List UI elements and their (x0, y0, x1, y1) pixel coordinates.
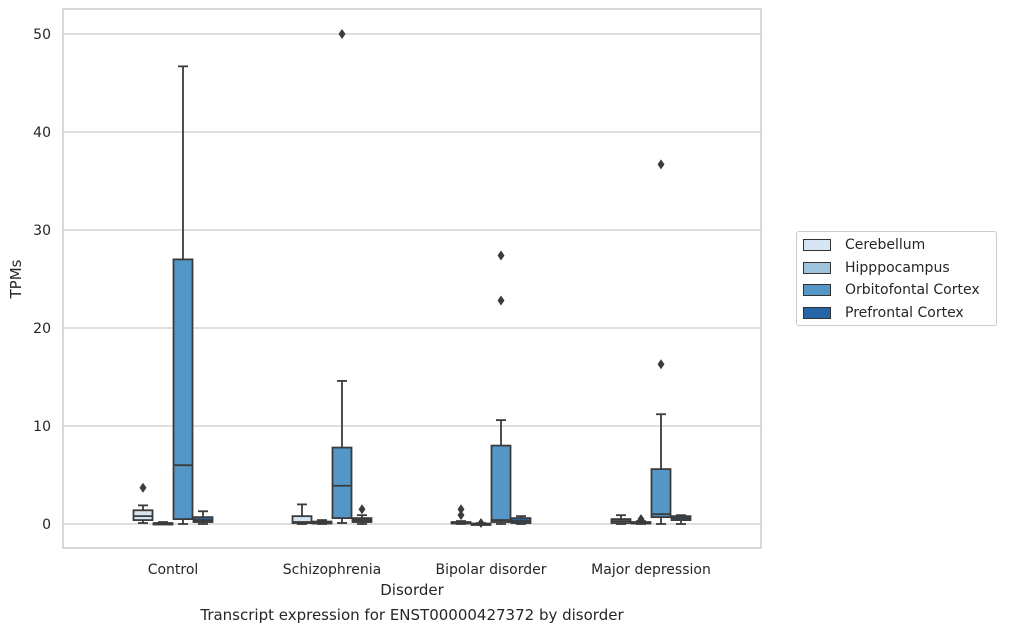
box-cerebellum-major-depression (610, 514, 632, 525)
y-tick-label: 40 (33, 125, 51, 141)
box-iqr (490, 444, 512, 523)
box-cerebellum-bipolar-disorder (450, 504, 472, 525)
gridlines (63, 33, 761, 525)
legend-label: Cerebellum (845, 237, 926, 253)
y-tick-label: 0 (42, 517, 51, 533)
box-orbitofontal-cortex-bipolar-disorder (490, 250, 512, 525)
box-hipppocampus-bipolar-disorder (470, 518, 492, 529)
outlier-point (338, 29, 346, 39)
outlier-point (497, 295, 505, 306)
box-iqr (650, 468, 672, 519)
x-axis-label: Disorder (380, 581, 444, 599)
box-layer (132, 29, 692, 529)
outlier-point (139, 482, 147, 493)
box-prefrontal-cortex-bipolar-disorder (510, 515, 532, 525)
outlier-point (457, 510, 465, 521)
x-tick-label: Bipolar disorder (435, 562, 546, 578)
y-axis-label: TPMs (7, 259, 25, 299)
legend-label: Prefrontal Cortex (845, 304, 964, 321)
outlier-point (657, 359, 665, 370)
box-hipppocampus-major-depression (630, 514, 652, 525)
legend-item: Prefrontal Cortex (803, 305, 964, 321)
legend: Cerebellum Hipppocampus Orbitofontal Corte… (796, 231, 997, 326)
outlier-point (497, 250, 505, 261)
legend-swatch (803, 306, 831, 319)
chart-caption: Transcript expression for ENST0000042737… (200, 606, 624, 624)
x-tick-label: Control (148, 562, 199, 578)
box-iqr (291, 515, 313, 524)
tick-labels: 0 10 20 30 40 50 Control Schizophrenia Bipolar d… (33, 27, 711, 578)
legend-label: Hipppocampus (845, 259, 950, 276)
box-hipppocampus-control (152, 521, 174, 526)
box-cerebellum-control (132, 482, 154, 524)
y-tick-label: 20 (33, 321, 51, 337)
box-iqr (331, 446, 353, 520)
plot-area-frame (62, 8, 762, 549)
box-prefrontal-cortex-schizophrenia (351, 504, 373, 525)
legend-item: Cerebellum (803, 237, 925, 253)
legend-swatch (803, 239, 831, 251)
outlier-point (637, 514, 645, 525)
legend-label: Orbitofontal Cortex (845, 282, 980, 298)
box-orbitofontal-cortex-major-depression (650, 159, 672, 525)
box-cerebellum-schizophrenia (291, 503, 313, 525)
legend-swatch (803, 261, 831, 274)
outlier-point (477, 518, 485, 529)
box-hipppocampus-schizophrenia (311, 519, 333, 525)
legend-item: Hipppocampus (803, 260, 950, 276)
box-iqr (172, 258, 194, 521)
x-tick-label: Schizophrenia (283, 562, 381, 578)
legend-swatch (803, 284, 831, 296)
box-orbitofontal-cortex-schizophrenia (331, 29, 353, 524)
y-tick-label: 50 (33, 27, 51, 43)
box-prefrontal-cortex-major-depression (670, 514, 692, 525)
outlier-point (457, 504, 465, 515)
y-tick-label: 10 (33, 419, 51, 435)
legend-item: Orbitofontal Cortex (803, 282, 980, 298)
outlier-point (358, 504, 366, 515)
x-tick-label: Major depression (591, 562, 711, 578)
outlier-point (657, 159, 665, 170)
box-iqr (132, 509, 154, 521)
box-prefrontal-cortex-control (192, 510, 214, 525)
box-orbitofontal-cortex-control (172, 65, 194, 525)
y-tick-label: 30 (33, 223, 51, 239)
